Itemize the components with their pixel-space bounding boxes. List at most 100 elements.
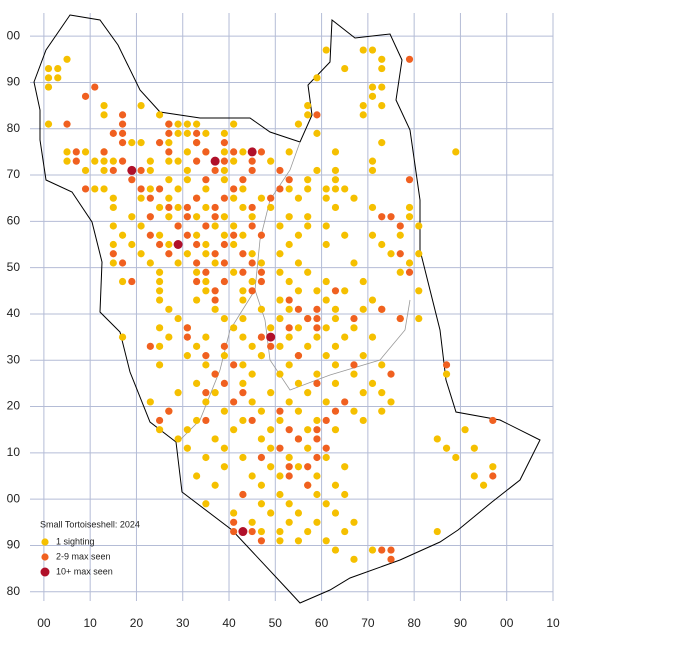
record-dot [387,250,395,258]
record-dot [350,407,358,415]
record-dot [341,527,349,536]
record-dot [387,370,395,378]
record-dot [304,444,312,452]
record-dot [313,453,321,462]
record-dot [183,250,191,258]
record-dot [155,203,164,212]
record-dot [174,185,182,193]
record-dot [211,296,219,304]
record-dot [313,426,321,434]
x-tick-label: 60 [315,616,329,630]
record-dot [109,194,117,202]
record-dot [341,463,349,471]
record-dot [304,463,312,471]
record-dot [257,527,266,536]
record-dot [285,213,293,221]
record-dot [285,500,293,508]
record-dot [155,277,164,286]
record-dot [193,139,201,147]
record-dot [193,240,201,249]
record-dot [248,157,256,165]
record-dot [248,472,256,480]
record-dot [276,472,284,480]
y-tick-label: 90 [7,538,21,552]
record-dot [155,268,164,276]
record-dot [174,389,182,397]
record-dot [220,139,228,147]
record-dot [220,148,228,156]
record-dot [257,148,266,156]
record-dot [155,361,164,369]
legend-label: 2-9 max seen [56,551,111,561]
record-dot [285,324,293,332]
record-dot [211,250,219,258]
record-dot [405,213,414,221]
record-dot [155,287,164,295]
record-dot [137,222,145,230]
record-dot [155,240,164,249]
record-dot [248,527,256,536]
record-dot [193,416,201,425]
record-dot [442,444,451,452]
record-dot [396,268,404,276]
record-dot [220,463,228,471]
record-dot [461,426,469,434]
record-dot [63,157,71,165]
record-dot [155,231,164,239]
record-dot [118,333,127,341]
record-dot [146,398,154,406]
record-dot [294,120,303,128]
record-dot [202,240,210,249]
record-dot [230,240,238,249]
record-dot [267,389,275,397]
record-dot [294,463,303,471]
grid [30,13,554,601]
record-dot [294,509,303,517]
record-dot [267,426,275,434]
record-dot [174,120,182,128]
record-dot [248,222,256,230]
record-dot [165,250,173,258]
record-dot [359,389,367,397]
record-dot [341,231,349,239]
record-dot [137,250,145,258]
record-dot [220,213,228,221]
record-dot [266,332,276,342]
record-dot [267,509,275,517]
record-dot [276,250,284,258]
record-dot [294,194,303,202]
record-dot [155,342,164,350]
record-dot [220,157,228,165]
record-dot [248,287,256,295]
x-tick-label: 40 [222,616,236,630]
x-tick-label: 90 [454,616,468,630]
x-tick-label: 20 [130,616,144,630]
record-dot [183,203,191,212]
record-dot [267,194,275,202]
record-dot [174,203,182,212]
record-dot [238,527,248,537]
record-dot [146,259,154,267]
record-dot [257,537,266,545]
record-dot [378,55,386,63]
record-dot [183,129,191,137]
record-dot [100,166,108,175]
record-dot [230,120,238,128]
record-dot [294,287,303,295]
record-dot [202,277,210,286]
record-dot [378,305,386,313]
record-dot [304,268,312,276]
record-dot [174,314,182,323]
record-dot [81,185,90,193]
record-dot [331,185,340,193]
record-dot [313,324,321,332]
record-dot [146,213,154,221]
record-dot [470,444,478,452]
record-dot [174,129,182,137]
record-dot [193,157,201,165]
y-tick-label: 70 [7,167,21,181]
record-dot [489,416,497,425]
record-dot [341,287,349,295]
record-dot [276,296,284,304]
record-dot [294,537,303,545]
